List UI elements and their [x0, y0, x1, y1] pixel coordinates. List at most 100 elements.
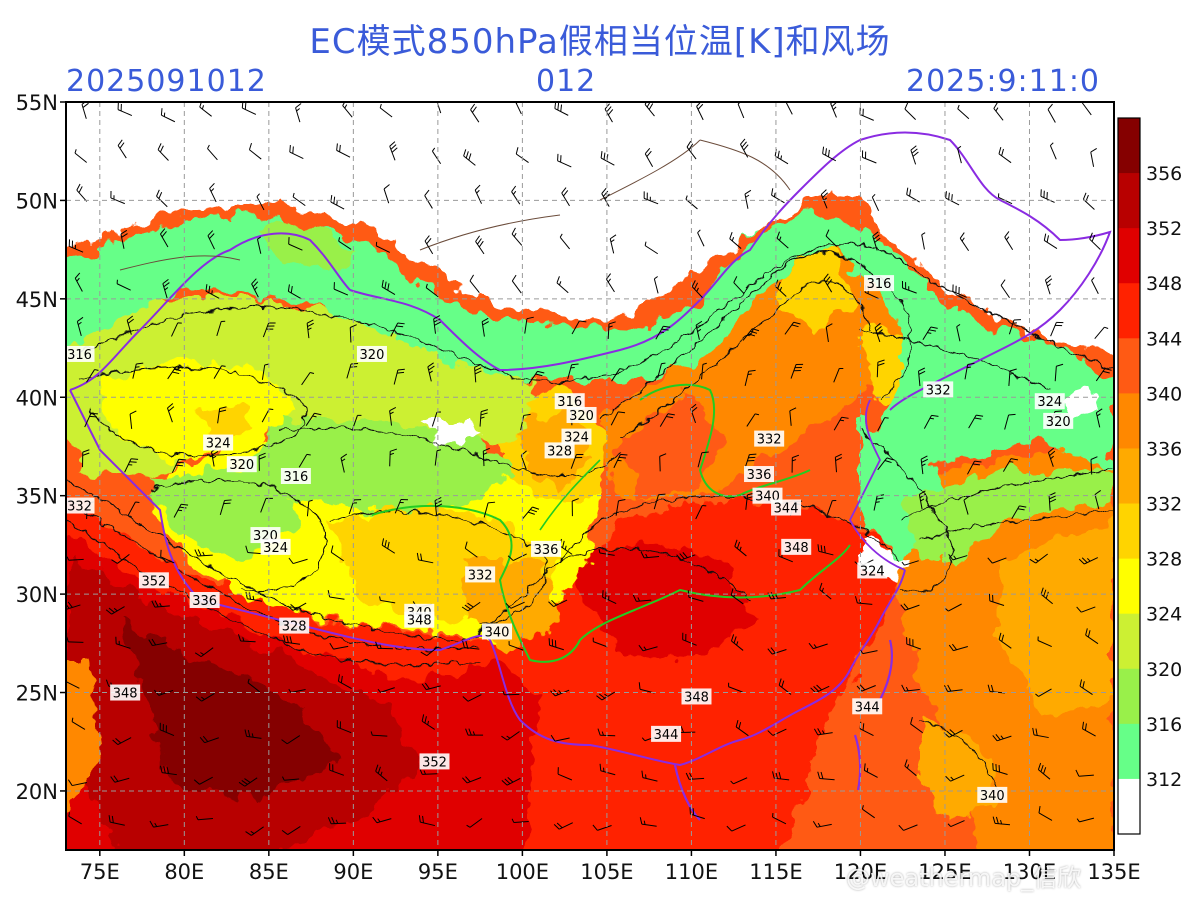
wind-barb: [992, 734, 1012, 742]
contour-label: 352: [141, 574, 166, 589]
wind-barb: [245, 545, 263, 555]
wind-barb: [162, 278, 170, 299]
wind-barb: [71, 717, 86, 730]
lon-tick-label: 90E: [333, 860, 373, 884]
wind-barb: [465, 728, 484, 736]
lat-tick-label: 45N: [16, 288, 58, 312]
colorbar-segment: [1118, 778, 1140, 835]
wind-barb: [207, 144, 218, 161]
wind-barb: [1054, 363, 1064, 382]
contour-label-box: [404, 611, 435, 628]
wind-barb: [632, 594, 652, 602]
wind-barb: [1095, 408, 1103, 428]
wind-barb: [808, 642, 828, 650]
contour-label: 320: [229, 458, 254, 473]
wind-barb: [611, 368, 624, 382]
wind-barb: [730, 777, 748, 785]
contour-label-box: [977, 786, 1008, 803]
wind-barb: [686, 140, 697, 160]
wind-barb: [479, 409, 488, 427]
wind-barb: [520, 413, 531, 431]
contour-label-box: [771, 499, 802, 516]
wind-barb: [959, 232, 970, 252]
contour-label-box: [554, 393, 585, 410]
contour-label: 348: [684, 690, 709, 705]
wind-barb: [463, 149, 476, 166]
contour-label-box: [754, 430, 785, 447]
wind-barb: [877, 417, 889, 432]
wind-barb: [861, 150, 877, 164]
wind-barb: [784, 321, 801, 335]
lon-tick-label: 110E: [665, 860, 718, 884]
lon-tick-label: 80E: [164, 860, 204, 884]
wind-barb: [1040, 587, 1053, 605]
contour-label: 320: [1046, 415, 1071, 430]
colorbar-label: 328: [1146, 549, 1182, 571]
wind-barb: [906, 187, 920, 203]
contour-label: 316: [557, 395, 582, 410]
wind-barb: [726, 824, 746, 832]
contour-label-box: [561, 428, 592, 445]
wind-barb: [256, 193, 265, 211]
colorbar: 312 316 320 324 328 332 336 340 344 348 352 356: [1117, 117, 1182, 835]
wind-barb: [872, 231, 881, 251]
contour-label-box: [857, 562, 888, 579]
wind-barb: [258, 452, 266, 471]
wind-barb: [281, 735, 301, 745]
contour-label: 336: [534, 543, 559, 558]
colorbar-segment: [1118, 558, 1140, 615]
wind-barb: [834, 453, 843, 473]
wind-barb: [592, 824, 612, 831]
colorbar-label: 348: [1146, 273, 1182, 295]
wind-barb: [424, 189, 433, 209]
wind-barb: [238, 634, 256, 643]
wind-barb: [329, 642, 349, 650]
wind-barb: [744, 369, 756, 386]
wind-barb: [82, 449, 90, 468]
wind-barb: [117, 102, 133, 116]
wind-barb: [644, 241, 659, 255]
wind-barb: [199, 735, 219, 744]
wind-barb: [697, 451, 709, 468]
wind-barb: [988, 593, 1005, 607]
wind-barb: [461, 601, 481, 612]
contour-label: 316: [867, 277, 892, 292]
wind-barb: [826, 500, 837, 516]
wind-barb: [377, 687, 395, 693]
wind-barb: [810, 684, 830, 694]
wind-barb: [301, 372, 315, 386]
contour-label-box: [544, 442, 575, 459]
wind-barb: [418, 815, 436, 827]
wind-barb: [193, 776, 213, 785]
contour-label-box: [566, 406, 597, 423]
wind-barb: [548, 638, 564, 651]
wind-barb: [245, 591, 263, 602]
contour-label-box: [781, 538, 812, 555]
contour-label: 332: [67, 500, 92, 515]
wind-barb: [292, 192, 306, 207]
contour-label: 348: [784, 541, 809, 556]
wind-barb: [817, 544, 834, 556]
wind-barb: [295, 103, 302, 123]
wind-barb: [943, 729, 963, 738]
wind-barb: [910, 145, 919, 165]
wind-barb: [682, 632, 697, 646]
contour-label: 324: [1037, 395, 1062, 410]
wind-barb: [943, 684, 963, 693]
wind-barb: [998, 146, 1012, 164]
lon-tick-label: 95E: [418, 860, 458, 884]
wind-barb: [1082, 721, 1096, 737]
contour-label-box: [189, 592, 220, 609]
wind-barb: [108, 815, 125, 826]
contour-label: 324: [206, 437, 231, 452]
contour-label-box: [279, 617, 310, 634]
wind-barb: [281, 826, 301, 835]
contour-label-box: [681, 688, 712, 705]
wind-barb: [833, 367, 844, 383]
wind-barb: [823, 273, 833, 293]
wind-barb: [337, 674, 352, 690]
contour-label-box: [110, 684, 141, 701]
wind-barb: [554, 102, 569, 116]
wind-barb: [216, 320, 226, 337]
